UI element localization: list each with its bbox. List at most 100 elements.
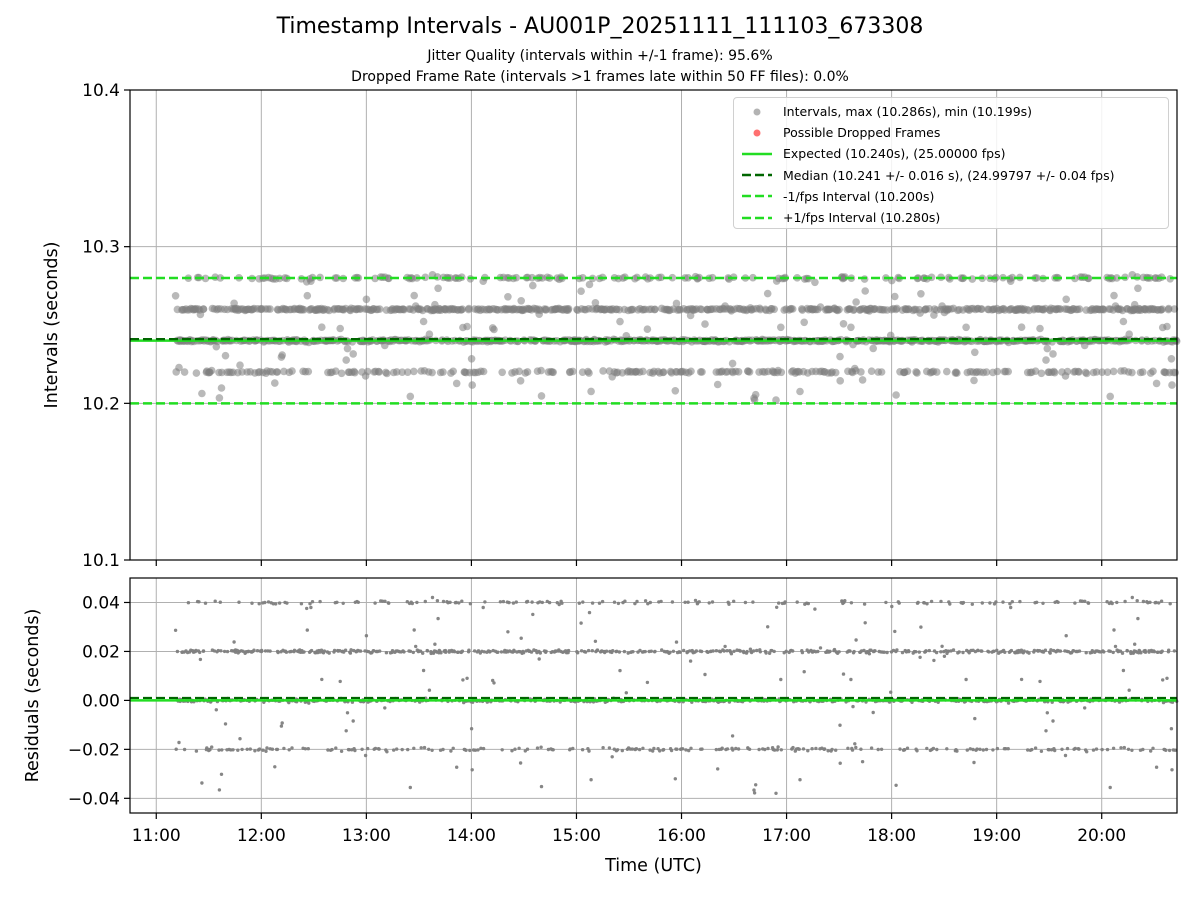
interval-point xyxy=(672,299,681,308)
interval-point xyxy=(1049,350,1057,358)
residual-point xyxy=(1141,599,1146,604)
residual-point xyxy=(720,746,724,750)
interval-point xyxy=(375,368,383,376)
interval-point xyxy=(490,325,498,334)
residual-point xyxy=(467,648,471,652)
residual-point xyxy=(1009,605,1013,610)
residual-point xyxy=(309,605,313,610)
interval-point xyxy=(708,273,717,282)
residual-point xyxy=(641,746,645,750)
residual-point xyxy=(643,649,647,654)
residual-point xyxy=(955,749,959,753)
interval-point xyxy=(1032,274,1041,282)
residual-point xyxy=(925,602,929,606)
residual-point xyxy=(305,606,309,611)
residual-point xyxy=(530,600,534,604)
residual-point xyxy=(722,649,726,653)
interval-point xyxy=(971,348,979,357)
residual-point xyxy=(925,746,929,751)
residuals-y-axis-label: Residuals (seconds) xyxy=(23,609,43,783)
residual-point xyxy=(754,783,758,787)
residual-point xyxy=(589,778,593,782)
residual-point xyxy=(743,600,748,605)
residual-point xyxy=(1108,785,1112,790)
residual-point xyxy=(461,678,465,682)
residual-point xyxy=(299,602,304,606)
residual-point xyxy=(1110,601,1114,606)
interval-point xyxy=(671,387,680,395)
residual-point xyxy=(995,746,1000,751)
residual-point xyxy=(470,768,474,772)
residual-point xyxy=(421,668,426,673)
interval-point xyxy=(1075,368,1083,376)
interval-point xyxy=(406,392,415,401)
residual-point xyxy=(349,648,353,652)
interval-point xyxy=(1062,295,1070,304)
residual-point xyxy=(441,599,446,604)
residual-point xyxy=(260,648,264,653)
interval-point xyxy=(300,305,308,314)
legend-label-minus-interval: -1/fps Interval (10.200s) xyxy=(783,188,935,204)
residual-point xyxy=(620,748,624,753)
residual-point xyxy=(383,706,387,710)
residual-point xyxy=(853,742,857,746)
residual-point xyxy=(854,638,858,642)
residual-point xyxy=(934,650,939,655)
residual-point xyxy=(967,651,971,655)
residual-point xyxy=(1172,649,1177,653)
residual-point xyxy=(684,748,688,752)
residual-point xyxy=(422,745,427,750)
residual-point xyxy=(1063,753,1068,758)
interval-point xyxy=(877,368,886,376)
residual-point xyxy=(895,648,899,652)
residual-point xyxy=(410,601,414,606)
residual-point xyxy=(757,747,761,752)
interval-point xyxy=(585,369,593,377)
residual-point xyxy=(500,748,504,752)
residual-point xyxy=(849,677,853,682)
residual-point xyxy=(924,649,928,653)
dashed-green-line-icon xyxy=(742,216,772,219)
residual-point xyxy=(1161,678,1165,682)
legend-item-median: Median (10.241 +/- 0.016 s), (24.99797 +… xyxy=(740,165,1162,186)
residual-point xyxy=(970,602,974,606)
residual-point xyxy=(915,749,919,753)
interval-point xyxy=(659,368,668,376)
residual-point xyxy=(250,601,254,605)
interval-point xyxy=(917,290,925,298)
residual-point xyxy=(430,748,434,752)
residual-point xyxy=(1152,650,1157,654)
residual-point xyxy=(544,649,548,653)
residual-point xyxy=(945,747,949,751)
residual-point xyxy=(688,659,693,663)
interval-point xyxy=(569,367,577,376)
residual-point xyxy=(1167,648,1171,652)
interval-point xyxy=(1004,367,1012,376)
residual-point xyxy=(302,650,306,654)
residual-point xyxy=(380,599,385,603)
interval-point xyxy=(962,323,970,332)
interval-point xyxy=(439,368,447,376)
interval-point xyxy=(333,274,341,282)
residual-point xyxy=(335,600,339,604)
residual-point xyxy=(917,650,921,654)
residual-point xyxy=(514,600,518,604)
residual-point xyxy=(1026,748,1030,752)
residual-point xyxy=(334,746,338,750)
y-tick-label: 0.04 xyxy=(82,593,120,613)
residual-point xyxy=(284,650,289,654)
residual-point xyxy=(645,680,650,685)
residual-point xyxy=(863,621,867,625)
residual-point xyxy=(706,650,710,654)
interval-point xyxy=(577,287,585,296)
residual-point xyxy=(177,740,181,745)
residual-point xyxy=(1165,676,1169,680)
residual-point xyxy=(444,650,448,654)
interval-point xyxy=(763,289,772,298)
residual-point xyxy=(402,650,406,654)
residual-point xyxy=(648,600,652,605)
residual-point xyxy=(529,650,534,654)
residual-point xyxy=(670,600,675,604)
interval-point xyxy=(528,273,536,282)
interval-point xyxy=(403,368,412,377)
